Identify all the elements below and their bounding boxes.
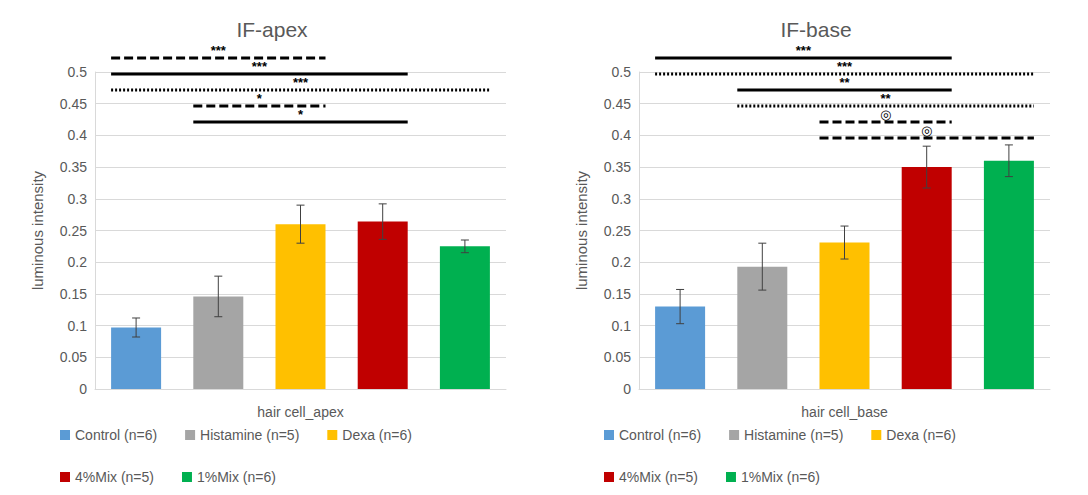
svg-text:0.45: 0.45: [604, 96, 631, 112]
svg-text:◎: ◎: [921, 123, 932, 138]
svg-text:0.35: 0.35: [604, 159, 631, 175]
svg-text:0.15: 0.15: [60, 286, 87, 302]
svg-text:*: *: [257, 91, 263, 106]
svg-text:**: **: [881, 91, 892, 106]
svg-text:0.1: 0.1: [68, 318, 88, 334]
svg-text:1%Mix (n=6): 1%Mix (n=6): [197, 469, 276, 485]
svg-text:Histamine (n=5): Histamine (n=5): [744, 427, 843, 443]
svg-text:hair cell_apex: hair cell_apex: [257, 404, 343, 420]
svg-text:1%Mix (n=6): 1%Mix (n=6): [741, 469, 820, 485]
svg-text:Dexa (n=6): Dexa (n=6): [342, 427, 412, 443]
svg-text:0.3: 0.3: [612, 191, 632, 207]
svg-text:IF-base: IF-base: [780, 18, 851, 41]
svg-text:0.5: 0.5: [68, 64, 88, 80]
svg-text:0.25: 0.25: [604, 223, 631, 239]
svg-text:luminous intensity: luminous intensity: [573, 170, 590, 290]
svg-text:◎: ◎: [880, 107, 891, 122]
svg-text:0.25: 0.25: [60, 223, 87, 239]
svg-text:0.35: 0.35: [60, 159, 87, 175]
svg-text:0.15: 0.15: [604, 286, 631, 302]
svg-text:*: *: [298, 107, 304, 122]
svg-text:4%Mix (n=5): 4%Mix (n=5): [75, 469, 154, 485]
svg-text:***: ***: [837, 59, 853, 74]
svg-text:Dexa (n=6): Dexa (n=6): [886, 427, 956, 443]
svg-text:0.4: 0.4: [68, 127, 88, 143]
svg-text:***: ***: [796, 43, 812, 58]
svg-text:IF-apex: IF-apex: [236, 18, 308, 41]
svg-text:0.1: 0.1: [612, 318, 632, 334]
svg-text:***: ***: [211, 43, 227, 58]
svg-text:0: 0: [623, 381, 631, 397]
svg-text:0.2: 0.2: [68, 254, 88, 270]
svg-text:***: ***: [293, 75, 309, 90]
svg-text:0.2: 0.2: [612, 254, 632, 270]
svg-text:0: 0: [79, 381, 87, 397]
svg-text:Histamine (n=5): Histamine (n=5): [200, 427, 299, 443]
svg-text:luminous intensity: luminous intensity: [29, 170, 46, 290]
svg-text:0.05: 0.05: [60, 349, 87, 365]
svg-text:0.45: 0.45: [60, 96, 87, 112]
svg-text:Control (n=6): Control (n=6): [619, 427, 701, 443]
svg-text:0.4: 0.4: [612, 127, 632, 143]
svg-text:**: **: [839, 75, 850, 90]
svg-text:hair cell_base: hair cell_base: [801, 404, 888, 420]
svg-text:Control (n=6): Control (n=6): [75, 427, 157, 443]
svg-text:***: ***: [252, 59, 268, 74]
svg-text:0.5: 0.5: [612, 64, 632, 80]
svg-text:0.05: 0.05: [604, 349, 631, 365]
svg-text:0.3: 0.3: [68, 191, 88, 207]
svg-text:4%Mix (n=5): 4%Mix (n=5): [619, 469, 698, 485]
